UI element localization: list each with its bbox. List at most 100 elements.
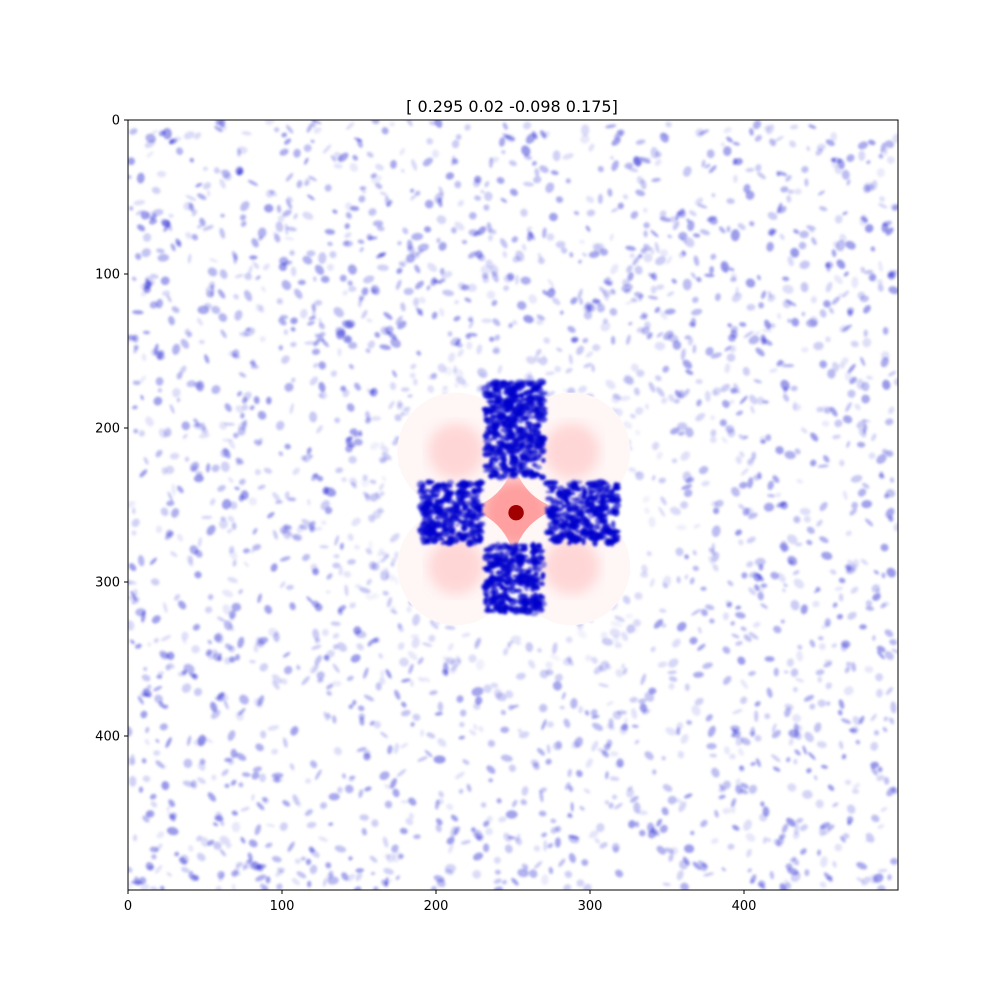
arm-blob [487,409,494,415]
noise-blob [796,650,804,662]
noise-blob [424,749,433,758]
noise-blob [528,659,536,669]
noise-blob [825,261,834,269]
arm-blob [538,596,545,603]
noise-blob [588,143,595,152]
noise-blob [801,166,809,173]
arm-blob [507,560,512,569]
arm-blob [471,500,477,504]
noise-blob [823,662,832,668]
noise-blob [192,623,201,631]
noise-blob [369,493,379,502]
arm-blob [537,399,543,407]
arm-blob [581,537,586,546]
noise-blob [348,455,357,464]
noise-blob [135,643,142,649]
noise-blob [132,405,138,410]
noise-blob [558,858,566,867]
noise-blob [150,801,158,808]
noise-blob [178,857,187,865]
noise-blob [389,382,397,391]
noise-blob [439,278,446,283]
lobe-core [428,538,484,595]
noise-blob [431,885,437,890]
noise-blob [591,740,599,752]
arm-blob [455,490,461,497]
noise-blob [285,172,294,182]
noise-blob [366,233,373,241]
noise-blob [886,786,896,797]
noise-blob [438,186,444,196]
arm-blob [568,491,576,496]
noise-blob [149,273,159,279]
noise-blob [709,753,717,758]
noise-blob [546,744,551,754]
noise-blob [311,120,322,125]
noise-blob [678,801,687,812]
noise-blob [197,777,206,784]
noise-blob [755,758,761,768]
noise-blob [600,631,608,639]
noise-blob [856,862,868,870]
arm-blob [509,581,516,590]
noise-blob [710,253,717,260]
arm-blob [462,520,467,528]
noise-blob [200,836,210,847]
noise-blob [872,635,876,641]
x-axis: 0 100 200 300 400 [124,890,756,914]
y-tick-label: 200 [95,422,120,437]
noise-blob [786,658,795,667]
noise-blob [664,847,674,854]
noise-blob [739,766,745,772]
noise-blob [417,676,425,682]
noise-blob [792,831,800,840]
noise-blob [676,870,684,881]
noise-blob [237,169,244,176]
noise-blob [875,673,884,682]
noise-blob [397,642,405,650]
noise-blob [649,578,655,588]
noise-blob [320,275,330,283]
noise-blob [547,843,554,849]
arm-blob [478,513,485,517]
noise-blob [253,396,260,405]
noise-blob [435,823,442,833]
noise-blob [855,739,861,745]
noise-blob [739,322,747,327]
noise-blob [768,323,776,328]
noise-blob [279,581,286,589]
noise-blob [521,243,527,251]
noise-blob [263,798,269,804]
noise-blob [784,707,792,718]
noise-blob [823,455,830,463]
arm-blob [442,486,449,494]
noise-blob [456,695,464,703]
noise-blob [129,639,135,645]
noise-blob [258,437,263,445]
noise-blob [878,260,883,272]
noise-blob [633,387,640,396]
noise-blob [415,190,421,196]
noise-blob [799,230,809,239]
noise-blob [386,596,393,608]
noise-blob [864,269,874,275]
noise-blob [709,618,715,624]
arm-blob [519,380,529,387]
noise-blob [628,321,633,326]
noise-blob [654,306,661,314]
noise-blob [546,391,556,397]
noise-blob [882,379,891,390]
noise-blob [403,287,414,296]
noise-blob [685,369,694,375]
noise-blob [740,679,749,690]
noise-blob [338,565,343,576]
noise-blob [584,710,590,716]
noise-blob [630,363,639,372]
noise-blob [455,376,466,385]
noise-blob [333,746,342,756]
arm-blob [572,540,579,545]
noise-blob [213,652,221,662]
noise-blob [304,809,313,817]
noise-blob [877,279,883,285]
noise-blob [660,397,668,404]
